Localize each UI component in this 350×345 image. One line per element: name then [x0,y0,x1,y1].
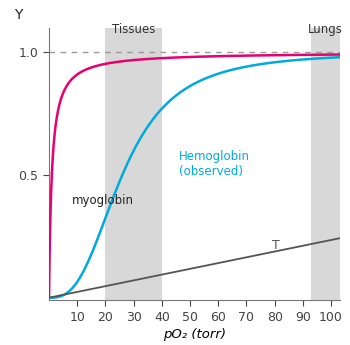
Text: Y: Y [14,8,22,22]
X-axis label: pO₂ (torr): pO₂ (torr) [163,328,226,341]
Bar [311,28,339,300]
Text: myoglobin: myoglobin [71,194,134,207]
Bar [105,28,162,300]
Text: T: T [272,239,280,252]
Text: Hemoglobin
(observed): Hemoglobin (observed) [179,150,250,178]
Text: Tissues: Tissues [112,23,155,36]
Text: Lungs: Lungs [308,23,343,36]
